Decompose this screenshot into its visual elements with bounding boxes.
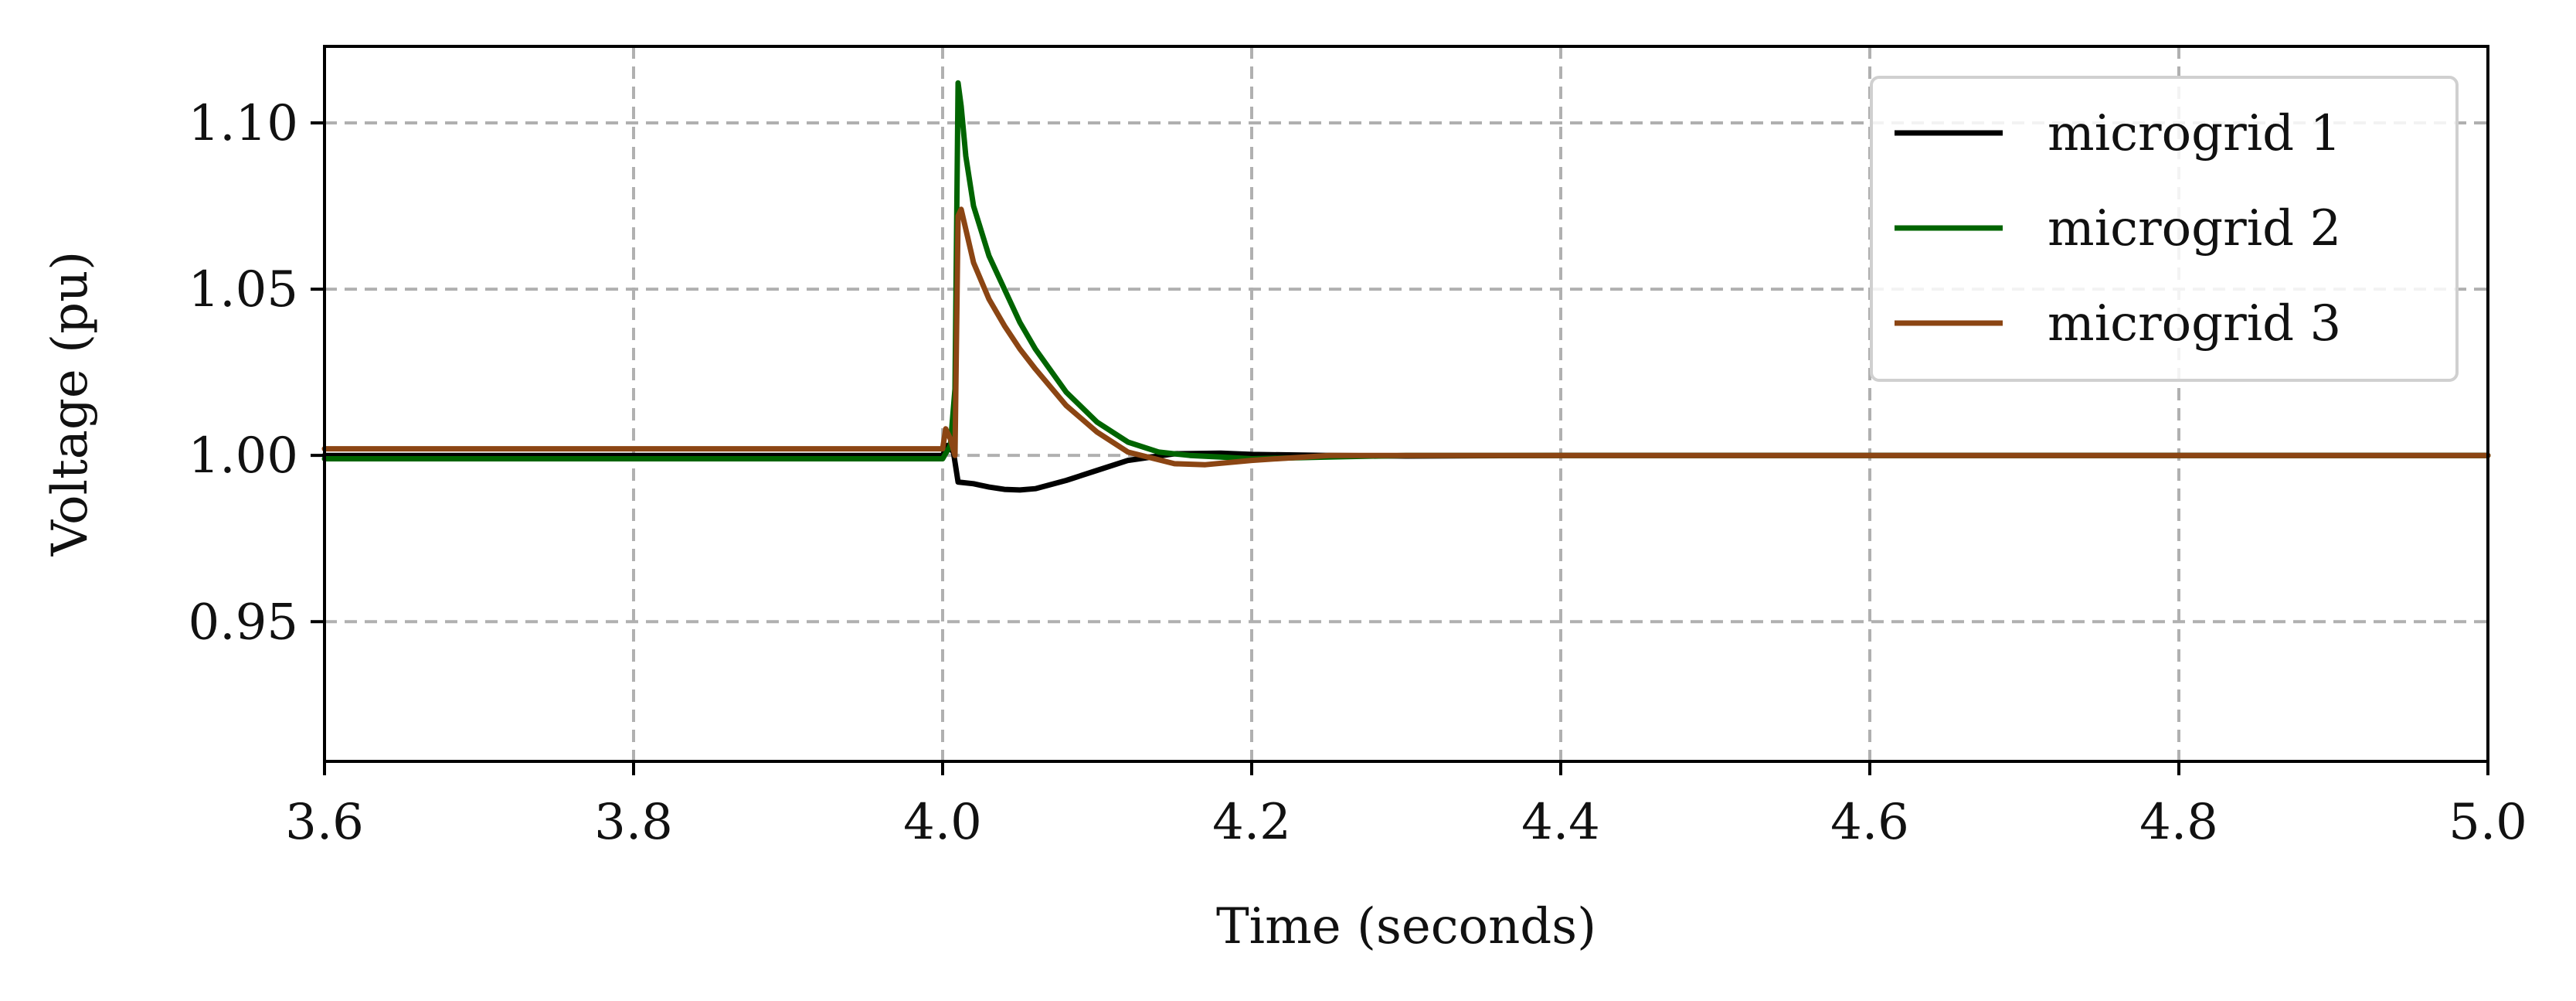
legend: microgrid 1 microgrid 2 microgrid 3 bbox=[1870, 76, 2459, 382]
y-tick-label: 0.95 bbox=[189, 594, 299, 651]
tick-layer: 3.6 3.8 4.0 4.2 4.4 4.6 4.8 5.0 0.95 1.00 1.05 1.10 bbox=[189, 95, 2527, 851]
plot-area-frame bbox=[323, 45, 2489, 763]
series-layer bbox=[321, 80, 2491, 493]
legend-box bbox=[1870, 76, 2459, 382]
x-tick-label: 4.2 bbox=[1212, 794, 1291, 851]
legend-label-microgrid-2: microgrid 2 bbox=[2048, 200, 2341, 257]
x-tick-label: 4.4 bbox=[1521, 794, 1600, 851]
y-tick-label: 1.05 bbox=[189, 261, 299, 318]
legend-label-microgrid-3: microgrid 3 bbox=[2048, 295, 2341, 352]
y-axis-label: Voltage (pu) bbox=[42, 251, 99, 557]
x-tick-label: 4.6 bbox=[1830, 794, 1909, 851]
legend-label-microgrid-1: microgrid 1 bbox=[2048, 105, 2341, 162]
x-axis-label: Time (seconds) bbox=[1216, 898, 1596, 955]
x-tick-label: 4.8 bbox=[2139, 794, 2218, 851]
series-line-microgrid-3 bbox=[321, 206, 2491, 468]
x-tick-label: 3.8 bbox=[594, 794, 673, 851]
x-tick-label: 5.0 bbox=[2449, 794, 2527, 851]
y-tick-label: 1.00 bbox=[189, 427, 299, 485]
y-tick-label: 1.10 bbox=[189, 95, 299, 152]
x-tick-label: 3.6 bbox=[285, 794, 364, 851]
series-line-microgrid-1 bbox=[321, 442, 2491, 493]
x-tick-label: 4.0 bbox=[903, 794, 982, 851]
